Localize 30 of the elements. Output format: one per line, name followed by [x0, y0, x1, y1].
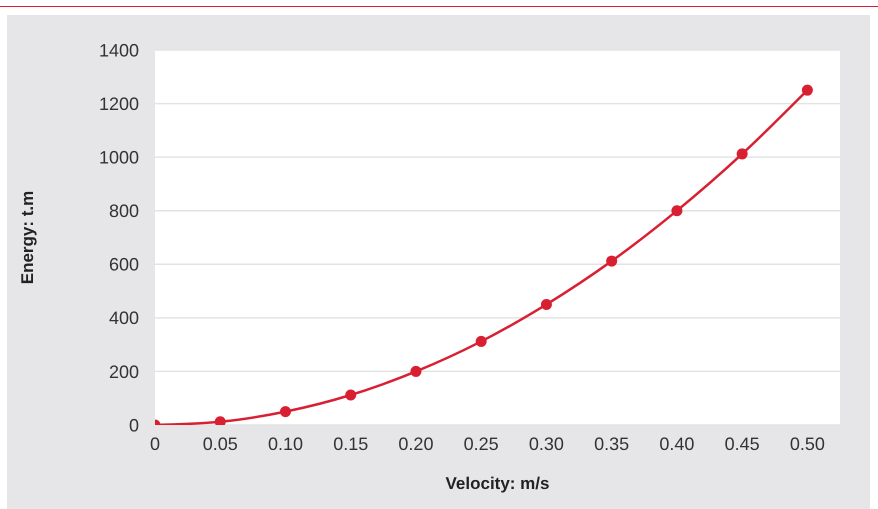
- x-tick-label: 0.10: [268, 434, 303, 454]
- y-tick-label: 1400: [98, 40, 139, 60]
- point: [802, 84, 813, 96]
- y-tick-label: 1200: [98, 94, 139, 114]
- y-tick-label: 0: [128, 415, 139, 436]
- point: [736, 148, 748, 160]
- y-tick-label: 200: [108, 362, 139, 382]
- x-tick-label: 0.30: [528, 434, 564, 454]
- x-tick-label: 0.20: [398, 434, 434, 454]
- x-tick-label: 0.50: [790, 434, 825, 454]
- x-tick-label: 0.40: [659, 434, 694, 454]
- x-tick-label: 0: [150, 434, 160, 454]
- point: [345, 390, 356, 400]
- x-tick-label: 0.45: [724, 434, 760, 454]
- x-tick-label: 0.35: [594, 434, 630, 454]
- y-tick-label: 400: [108, 308, 139, 328]
- x-axis-title: Velocity: m/s: [446, 474, 550, 493]
- point: [671, 205, 682, 216]
- x-tick-label: 0.15: [333, 434, 368, 454]
- x-tick-label: 0.25: [464, 434, 499, 454]
- y-tick-label: 1000: [98, 148, 139, 168]
- y-tick-label: 600: [108, 254, 139, 275]
- point: [540, 298, 552, 310]
- point: [606, 256, 618, 267]
- point: [280, 406, 291, 418]
- y-axis-title: Energy: t.m: [18, 190, 38, 284]
- point: [476, 336, 487, 347]
- y-tick-label: 800: [108, 201, 139, 222]
- point: [410, 366, 422, 377]
- x-tick-label: 0.05: [202, 434, 238, 454]
